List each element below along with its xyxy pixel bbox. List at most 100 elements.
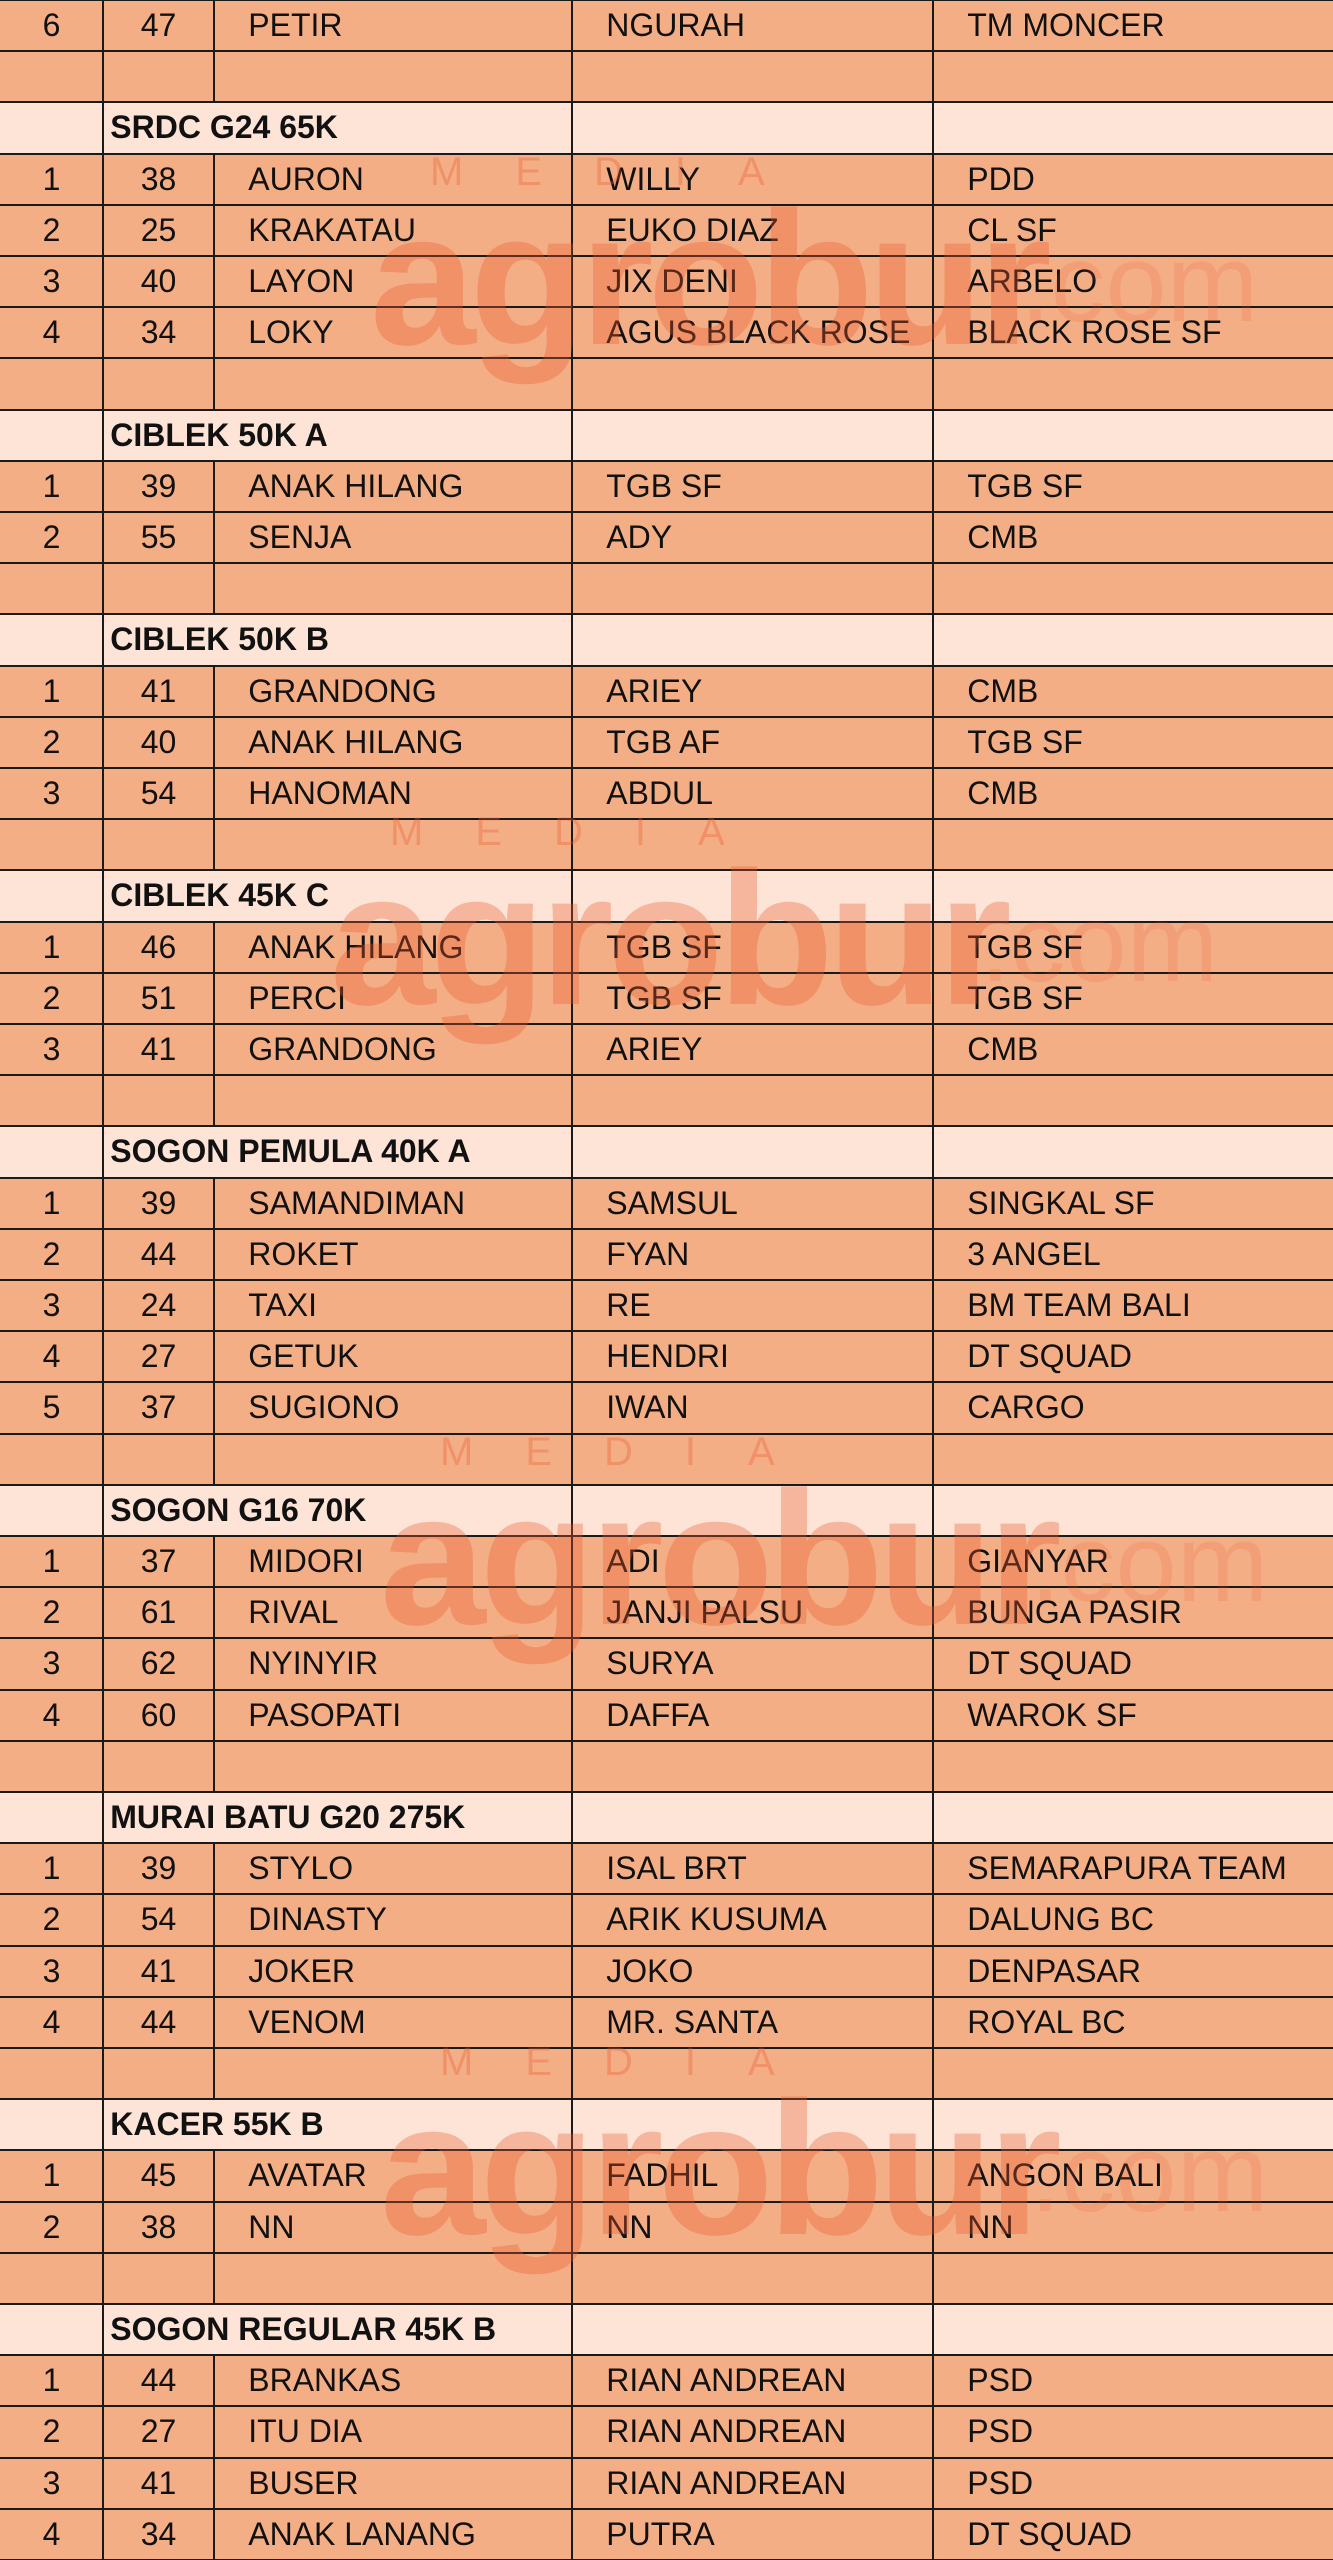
table-cell: TGB AF (571, 716, 934, 768)
table-cell: DINASTY (213, 1894, 573, 1946)
table-cell: 2 (0, 972, 104, 1024)
table-cell: 27 (102, 2406, 215, 2458)
table-cell: 3 ANGEL (932, 1228, 1333, 1280)
table-cell: SEMARAPURA TEAM (932, 1843, 1333, 1895)
table-cell (571, 51, 934, 103)
table-cell: PDD (932, 153, 1333, 205)
table-cell: BUSER (213, 2457, 573, 2509)
table-cell: PSD (932, 2406, 1333, 2458)
table-cell (932, 102, 1333, 154)
table-cell: SAMSUL (571, 1177, 934, 1229)
table-cell: 4 (0, 1996, 104, 2048)
table-cell (102, 2252, 215, 2304)
table-cell: 41 (102, 2457, 215, 2509)
table-cell: 3 (0, 768, 104, 820)
table-cell: 6 (0, 0, 104, 52)
table-cell: MURAI BATU G20 275K (102, 1792, 573, 1844)
table-cell: 40 (102, 716, 215, 768)
table-row: 1 37 MIDORI ADI GIANYAR (0, 1536, 1333, 1588)
table-cell (213, 358, 573, 410)
table-cell: CMB (932, 512, 1333, 564)
table-cell: 38 (102, 2201, 215, 2253)
table-cell: 5 (0, 1382, 104, 1434)
table-cell: 24 (102, 1280, 215, 1332)
table-row: SOGON PEMULA 40K A (0, 1126, 1333, 1178)
table-cell (102, 1075, 215, 1127)
table-row (0, 2048, 1333, 2100)
table-cell: 54 (102, 1894, 215, 1946)
table-cell (571, 614, 934, 666)
table-cell (932, 1126, 1333, 1178)
table-cell: 39 (102, 460, 215, 512)
table-cell (932, 870, 1333, 922)
table-cell: 4 (0, 1331, 104, 1383)
table-cell (102, 563, 215, 615)
table-cell (213, 1075, 573, 1127)
table-cell: AGUS BLACK ROSE (571, 307, 934, 359)
table-cell: 62 (102, 1638, 215, 1690)
table-cell (571, 870, 934, 922)
table-cell: 47 (102, 0, 215, 52)
table-cell: 51 (102, 972, 215, 1024)
table-cell (932, 51, 1333, 103)
table-cell: HENDRI (571, 1331, 934, 1383)
table-cell (0, 1126, 104, 1178)
table-cell (571, 1433, 934, 1485)
table-cell: SUGIONO (213, 1382, 573, 1434)
table-cell: PERCI (213, 972, 573, 1024)
table-cell (571, 1126, 934, 1178)
table-cell: 41 (102, 665, 215, 717)
table-cell (932, 1433, 1333, 1485)
table-cell: ISAL BRT (571, 1843, 934, 1895)
table-cell: 1 (0, 153, 104, 205)
table-cell (0, 1075, 104, 1127)
table-cell: ARBELO (932, 256, 1333, 308)
table-row: 6 47 PETIR NGURAH TM MONCER (0, 0, 1333, 52)
table-cell (102, 358, 215, 410)
table-cell (932, 819, 1333, 871)
table-cell: 37 (102, 1536, 215, 1588)
table-cell: NN (213, 2201, 573, 2253)
table-cell: NYINYIR (213, 1638, 573, 1690)
table-cell: 44 (102, 1996, 215, 2048)
table-cell (102, 1433, 215, 1485)
table-cell (0, 1740, 104, 1792)
table-cell: AURON (213, 153, 573, 205)
table-row: 2 40 ANAK HILANG TGB AF TGB SF (0, 716, 1333, 768)
table-cell: 40 (102, 256, 215, 308)
table-row: 1 45 AVATAR FADHIL ANGON BALI (0, 2150, 1333, 2202)
table-cell: 60 (102, 1689, 215, 1741)
table-cell: SAMANDIMAN (213, 1177, 573, 1229)
table-cell: SINGKAL SF (932, 1177, 1333, 1229)
table-cell: 2 (0, 2201, 104, 2253)
table-row: SRDC G24 65K (0, 102, 1333, 154)
table-cell: 61 (102, 1587, 215, 1639)
table-cell: STYLO (213, 1843, 573, 1895)
table-cell: CARGO (932, 1382, 1333, 1434)
table-cell: AVATAR (213, 2150, 573, 2202)
table-cell (0, 51, 104, 103)
table-cell: 3 (0, 2457, 104, 2509)
table-row: 1 46 ANAK HILANG TGB SF TGB SF (0, 921, 1333, 973)
table-cell: ANAK HILANG (213, 460, 573, 512)
table-cell (0, 563, 104, 615)
table-cell: PSD (932, 2355, 1333, 2407)
table-cell: 4 (0, 1689, 104, 1741)
table-row: 2 51 PERCI TGB SF TGB SF (0, 972, 1333, 1024)
table-row (0, 2252, 1333, 2304)
table-cell: ANAK HILANG (213, 716, 573, 768)
table-cell: 4 (0, 307, 104, 359)
table-cell: 3 (0, 1280, 104, 1332)
table-cell (0, 358, 104, 410)
table-cell: 39 (102, 1177, 215, 1229)
table-cell: RIAN ANDREAN (571, 2406, 934, 2458)
table-cell: JANJI PALSU (571, 1587, 934, 1639)
table-cell: TGB SF (932, 460, 1333, 512)
table-cell: 27 (102, 1331, 215, 1383)
table-cell: GRANDONG (213, 1024, 573, 1076)
table-cell (213, 2048, 573, 2100)
table-row (0, 1075, 1333, 1127)
table-cell: 44 (102, 2355, 215, 2407)
table-cell: TGB SF (571, 972, 934, 1024)
